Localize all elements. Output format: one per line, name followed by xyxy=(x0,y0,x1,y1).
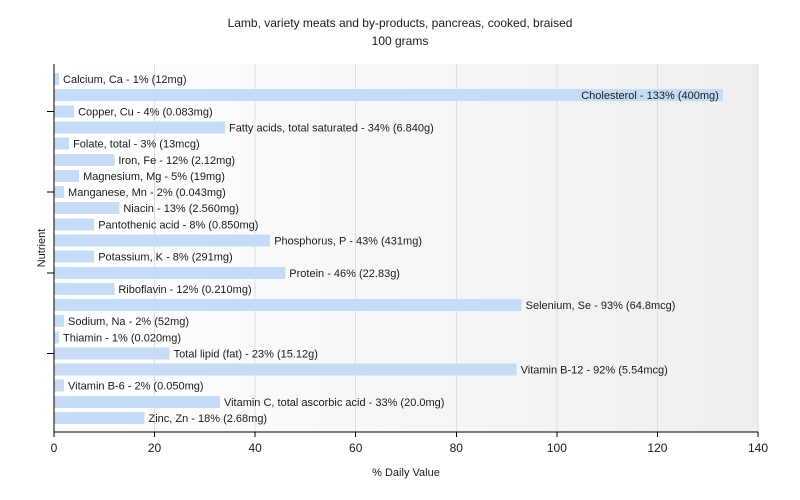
plot-background xyxy=(54,64,758,432)
bar xyxy=(54,234,271,247)
bar-label: Thiamin - 1% (0.020mg) xyxy=(63,332,181,344)
bars xyxy=(54,73,723,425)
bar xyxy=(54,363,517,376)
bar-label: Pantothenic acid - 8% (0.850mg) xyxy=(98,219,258,231)
chart-subtitle: 100 grams xyxy=(372,34,429,48)
bar xyxy=(54,73,60,86)
bar xyxy=(54,153,115,166)
bar-label: Niacin - 13% (2.560mg) xyxy=(123,203,239,215)
bar-label: Total lipid (fat) - 23% (15.12g) xyxy=(174,348,318,360)
bar-label: Magnesium, Mg - 5% (19mg) xyxy=(83,171,225,183)
bar-label: Cholesterol - 133% (400mg) xyxy=(581,90,719,102)
bar xyxy=(54,202,120,215)
bar-label: Iron, Fe - 12% (2.12mg) xyxy=(118,155,235,167)
x-tick-label: 100 xyxy=(547,441,567,455)
chart-title: Lamb, variety meats and by-products, pan… xyxy=(228,16,573,30)
bar-label: Vitamin B-6 - 2% (0.050mg) xyxy=(68,381,204,393)
bar xyxy=(54,315,65,328)
bar xyxy=(54,105,75,118)
bar xyxy=(54,412,145,425)
bar xyxy=(54,331,60,344)
bar xyxy=(54,218,95,231)
x-axis-title: % Daily Value xyxy=(372,467,440,479)
bar-label: Sodium, Na - 2% (52mg) xyxy=(68,316,189,328)
bar xyxy=(54,266,286,279)
bar-label: Manganese, Mn - 2% (0.043mg) xyxy=(68,187,226,199)
bar-label: Vitamin C, total ascorbic acid - 33% (20… xyxy=(224,397,445,409)
bar xyxy=(54,299,522,312)
x-tick-label: 60 xyxy=(349,441,363,455)
bar-labels: Calcium, Ca - 1% (12mg) Cholesterol - 133… xyxy=(63,74,719,425)
bar-label: Selenium, Se - 93% (64.8mcg) xyxy=(526,300,676,312)
bar xyxy=(54,137,70,150)
gridlines xyxy=(154,64,759,432)
bar-label: Phosphorus, P - 43% (431mg) xyxy=(274,235,422,247)
x-tick-label: 120 xyxy=(647,441,667,455)
bar xyxy=(54,89,723,102)
bar xyxy=(54,186,65,199)
y-axis-title: Nutrient xyxy=(36,229,48,268)
x-tick-label: 140 xyxy=(748,441,768,455)
bar-label: Zinc, Zn - 18% (2.68mg) xyxy=(149,413,268,425)
bar-label: Calcium, Ca - 1% (12mg) xyxy=(63,74,186,86)
bar-label: Copper, Cu - 4% (0.083mg) xyxy=(78,106,213,118)
bar xyxy=(54,282,115,295)
bar xyxy=(54,347,170,360)
bar xyxy=(54,395,220,408)
bar xyxy=(54,121,225,134)
bar xyxy=(54,379,65,392)
x-tick-label: 0 xyxy=(51,441,58,455)
bar-label: Protein - 46% (22.83g) xyxy=(289,268,400,280)
bar-label: Riboflavin - 12% (0.210mg) xyxy=(118,284,251,296)
y-axis-ticks xyxy=(47,110,54,354)
x-tick-label: 40 xyxy=(248,441,262,455)
x-axis-ticks: 0 20 40 60 80 100 120 140 xyxy=(51,432,768,455)
bar-label: Potassium, K - 8% (291mg) xyxy=(98,252,233,264)
bar-label: Folate, total - 3% (13mcg) xyxy=(73,139,200,151)
x-tick-label: 20 xyxy=(148,441,162,455)
x-tick-label: 80 xyxy=(450,441,464,455)
bar xyxy=(54,169,80,182)
bar xyxy=(54,250,95,263)
bar-label: Fatty acids, total saturated - 34% (6.84… xyxy=(229,122,434,134)
bar-label: Vitamin B-12 - 92% (5.54mcg) xyxy=(521,365,668,377)
